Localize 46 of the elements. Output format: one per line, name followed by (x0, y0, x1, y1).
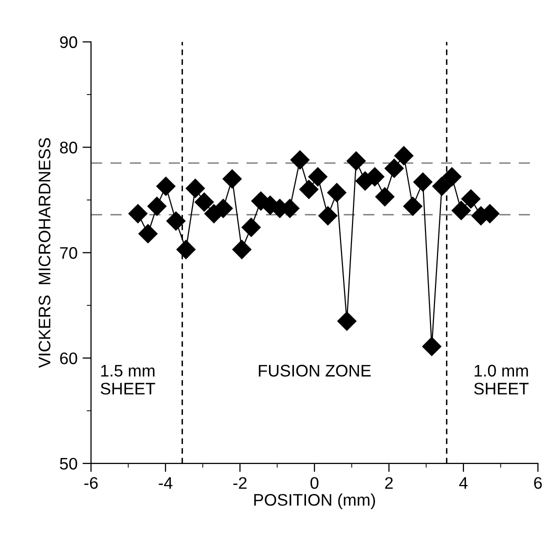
point (214, 198, 233, 218)
x-tick-label: 6 (534, 477, 542, 489)
point (394, 146, 414, 166)
annotation: FUSION ZONE (258, 364, 371, 377)
x-tick-label: 0 (310, 477, 318, 489)
point (176, 240, 196, 260)
point (337, 312, 356, 331)
point (232, 240, 252, 260)
point (452, 200, 471, 220)
y-tick-label: 70 (60, 247, 78, 259)
point (308, 167, 328, 186)
point (375, 187, 394, 206)
point (346, 151, 366, 171)
x-tick-label: 4 (459, 477, 468, 489)
y-tick-label: 50 (60, 458, 78, 470)
point (242, 218, 261, 237)
point (222, 169, 242, 188)
point (403, 196, 422, 216)
point (422, 336, 442, 356)
x-axis-title: POSITION (mm) (254, 494, 375, 510)
point (442, 167, 462, 186)
point (138, 224, 158, 244)
y-tick-label: 80 (60, 142, 78, 154)
x-tick-label: -2 (233, 477, 247, 489)
x-tick-label: -6 (84, 477, 98, 489)
point (318, 206, 338, 226)
point (194, 192, 214, 212)
point (413, 172, 432, 192)
point (432, 176, 452, 196)
point (166, 212, 186, 231)
point (147, 196, 166, 216)
y-tick-label: 90 (60, 36, 78, 48)
x-tick-label: -4 (158, 477, 172, 489)
x-tick-label: 2 (385, 477, 393, 489)
point (290, 150, 310, 170)
point (327, 183, 346, 202)
point (299, 180, 318, 199)
point (156, 176, 176, 196)
point (186, 178, 205, 198)
annotation: 1.5 mm SHEET (100, 364, 156, 395)
annotation: 1.0 mm SHEET (474, 364, 529, 395)
y-axis-title: VICKERS MICROHARDNESS (38, 138, 50, 368)
point (461, 189, 480, 208)
point (128, 204, 148, 224)
y-tick-label: 60 (60, 352, 78, 364)
point (384, 158, 404, 178)
